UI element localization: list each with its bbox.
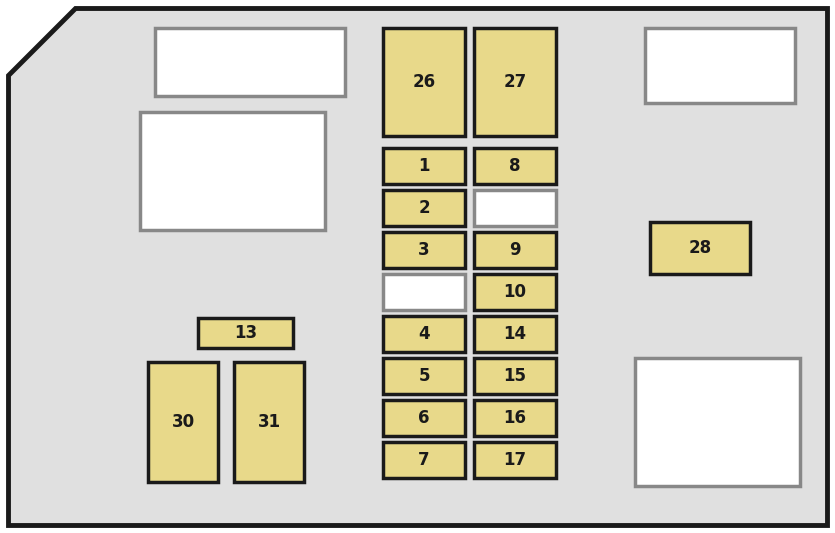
Bar <box>645 28 795 103</box>
Bar <box>474 274 556 310</box>
Bar <box>140 112 325 230</box>
Bar <box>198 318 293 348</box>
Text: 16: 16 <box>504 409 527 427</box>
Bar <box>474 400 556 436</box>
Text: 4: 4 <box>418 325 430 343</box>
Bar <box>383 442 465 478</box>
Bar <box>383 400 465 436</box>
Text: 2: 2 <box>418 199 430 217</box>
Bar <box>474 358 556 394</box>
Bar <box>383 28 465 136</box>
Text: 14: 14 <box>504 325 527 343</box>
Bar <box>474 148 556 184</box>
Text: 27: 27 <box>504 73 527 91</box>
Text: 5: 5 <box>418 367 430 385</box>
Text: 30: 30 <box>171 413 195 431</box>
Text: 9: 9 <box>509 241 521 259</box>
Bar <box>383 148 465 184</box>
Bar <box>635 358 800 486</box>
Bar <box>474 232 556 268</box>
Text: 13: 13 <box>234 324 257 342</box>
Text: 7: 7 <box>418 451 430 469</box>
Bar <box>474 316 556 352</box>
Text: 17: 17 <box>504 451 527 469</box>
Text: 15: 15 <box>504 367 527 385</box>
Text: 26: 26 <box>412 73 436 91</box>
Bar <box>383 190 465 226</box>
Bar <box>474 442 556 478</box>
Bar <box>383 316 465 352</box>
Bar <box>474 28 556 136</box>
Bar <box>234 362 304 482</box>
Bar <box>383 358 465 394</box>
Bar <box>155 28 345 96</box>
Text: 3: 3 <box>418 241 430 259</box>
Polygon shape <box>8 8 827 525</box>
Text: 1: 1 <box>418 157 430 175</box>
Bar <box>383 232 465 268</box>
Text: 6: 6 <box>418 409 430 427</box>
Bar <box>148 362 218 482</box>
Text: 10: 10 <box>504 283 527 301</box>
Bar <box>383 274 465 310</box>
Text: 31: 31 <box>257 413 281 431</box>
Bar <box>650 222 750 274</box>
Text: 8: 8 <box>509 157 521 175</box>
Text: 28: 28 <box>688 239 711 257</box>
Bar <box>474 190 556 226</box>
